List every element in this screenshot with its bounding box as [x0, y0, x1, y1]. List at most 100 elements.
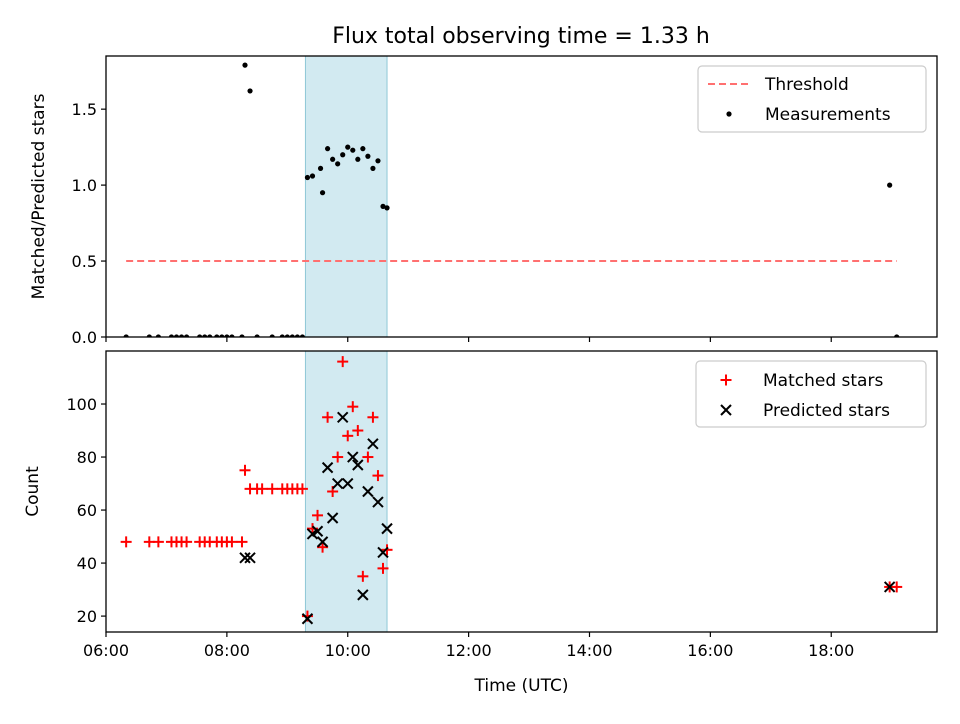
matched-star-point: [377, 562, 389, 574]
matched-star-point: [322, 411, 334, 423]
marker-d2: [352, 459, 364, 471]
matched-star-point: [239, 464, 251, 476]
matched-star-point: [347, 401, 359, 413]
marker-d2: [311, 525, 324, 537]
marker-d2: [381, 522, 393, 535]
y-tick-label: 0.0: [72, 328, 97, 347]
legend-threshold-label: Threshold: [764, 75, 849, 95]
axes-frame: [105, 350, 938, 633]
measurement-point: [380, 203, 386, 209]
matched-star-point: [226, 536, 238, 548]
y-tick-label: 1.5: [72, 100, 97, 119]
predicted-star-point: [316, 536, 329, 548]
y-tick-label: 40: [77, 554, 97, 573]
matched-star-point: [362, 451, 374, 463]
marker-d2: [321, 461, 334, 474]
figure-title: Flux total observing time = 1.33 h: [332, 24, 710, 49]
plot-area: [120, 356, 903, 625]
matched-star-point: [181, 536, 193, 548]
predicted-star-point: [347, 451, 359, 463]
x-tick-label: 18:00: [808, 641, 854, 660]
matched-star-point: [236, 536, 248, 548]
predicted-star-point: [357, 589, 369, 601]
x-tick-label: 06:00: [83, 641, 129, 660]
marker-d2: [301, 613, 314, 625]
legend-predicted-label: Predicted stars: [763, 401, 890, 421]
measurement-point: [304, 174, 311, 181]
marker-d2: [883, 581, 896, 593]
predicted-star-point: [352, 459, 364, 471]
legend-predicted-swatch-d2: [720, 404, 732, 416]
predicted-star-point: [362, 485, 374, 498]
x-tick-label: 10:00: [325, 641, 371, 660]
predicted-star-point: [372, 496, 384, 508]
marker-d2: [342, 477, 354, 490]
measurement-point: [384, 205, 390, 211]
x-tick-label: 14:00: [566, 641, 612, 660]
measurement-point: [330, 156, 336, 162]
measurement-point: [365, 153, 371, 159]
observing-window-span: [304, 350, 388, 633]
predicted-star-point: [326, 512, 339, 524]
marker-d2: [347, 451, 359, 463]
measurement-point: [247, 88, 253, 94]
predicted-star-point: [367, 438, 379, 450]
predicted-star-point: [239, 552, 251, 564]
measurement-point: [319, 190, 326, 196]
matched-star-point: [357, 570, 369, 582]
bottom-panel: 20 40 60 80 100 06:00 08:00 10:00 12:00 14:00 16:0…: [23, 350, 938, 696]
marker-d2: [337, 411, 349, 423]
predicted-star-point: [331, 477, 344, 490]
measurement-point: [345, 144, 351, 150]
predicted-star-point: [883, 581, 896, 593]
legend-frame: [695, 360, 927, 428]
predicted-star-point: [377, 546, 389, 559]
y-tick-label: 0.5: [72, 252, 97, 271]
measurement-point: [325, 146, 331, 152]
matched-star-point: [337, 356, 349, 368]
axes-frame: [105, 55, 938, 338]
x-tick-label: 12:00: [446, 641, 492, 660]
measurement-point: [335, 161, 341, 167]
marker-d2: [372, 496, 384, 508]
measurement-point: [355, 156, 361, 162]
observing-window-span: [304, 55, 388, 338]
top-panel: 0.0 0.5 1.0 1.5 Matched/Predicted stars Thres…: [29, 55, 938, 347]
legend-measurement-swatch: [726, 111, 732, 117]
legend: Matched stars Predicted stars: [695, 360, 927, 428]
matched-star-point: [256, 483, 268, 495]
matched-star-point: [367, 411, 379, 423]
y-axis-label: Matched/Predicted stars: [29, 93, 49, 299]
predicted-star-point: [321, 461, 334, 474]
matched-star-point: [266, 483, 278, 495]
predicted-star-point: [301, 613, 314, 625]
x-tick-label: 08:00: [204, 641, 250, 660]
measurement-point: [309, 173, 316, 179]
marker-d2: [326, 512, 339, 524]
measurement-point: [242, 62, 248, 68]
y-axis-label: Count: [23, 466, 43, 517]
matched-star-point: [120, 536, 132, 548]
x-axis-label: Time (UTC): [474, 676, 569, 696]
predicted-star-point: [337, 411, 349, 423]
legend-measurement-label: Measurements: [765, 105, 891, 125]
matched-star-point: [296, 483, 308, 495]
matched-star-point: [891, 581, 903, 593]
y-tick-label: 100: [66, 395, 97, 414]
measurement-point: [887, 182, 893, 188]
y-tick-label: 60: [77, 501, 97, 520]
measurement-point: [360, 146, 366, 152]
matched-star-point: [152, 536, 164, 548]
matched-star-point: [352, 425, 364, 437]
y-tick-label: 80: [77, 448, 97, 467]
marker-d2: [377, 546, 389, 559]
y-tick-label: 1.0: [72, 176, 97, 195]
predicted-star-point: [311, 525, 324, 537]
matched-star-point: [332, 451, 344, 463]
predicted-star-point: [244, 552, 256, 564]
measurement-point: [370, 165, 376, 171]
marker-d2: [316, 536, 329, 548]
legend-frame: [697, 65, 927, 133]
